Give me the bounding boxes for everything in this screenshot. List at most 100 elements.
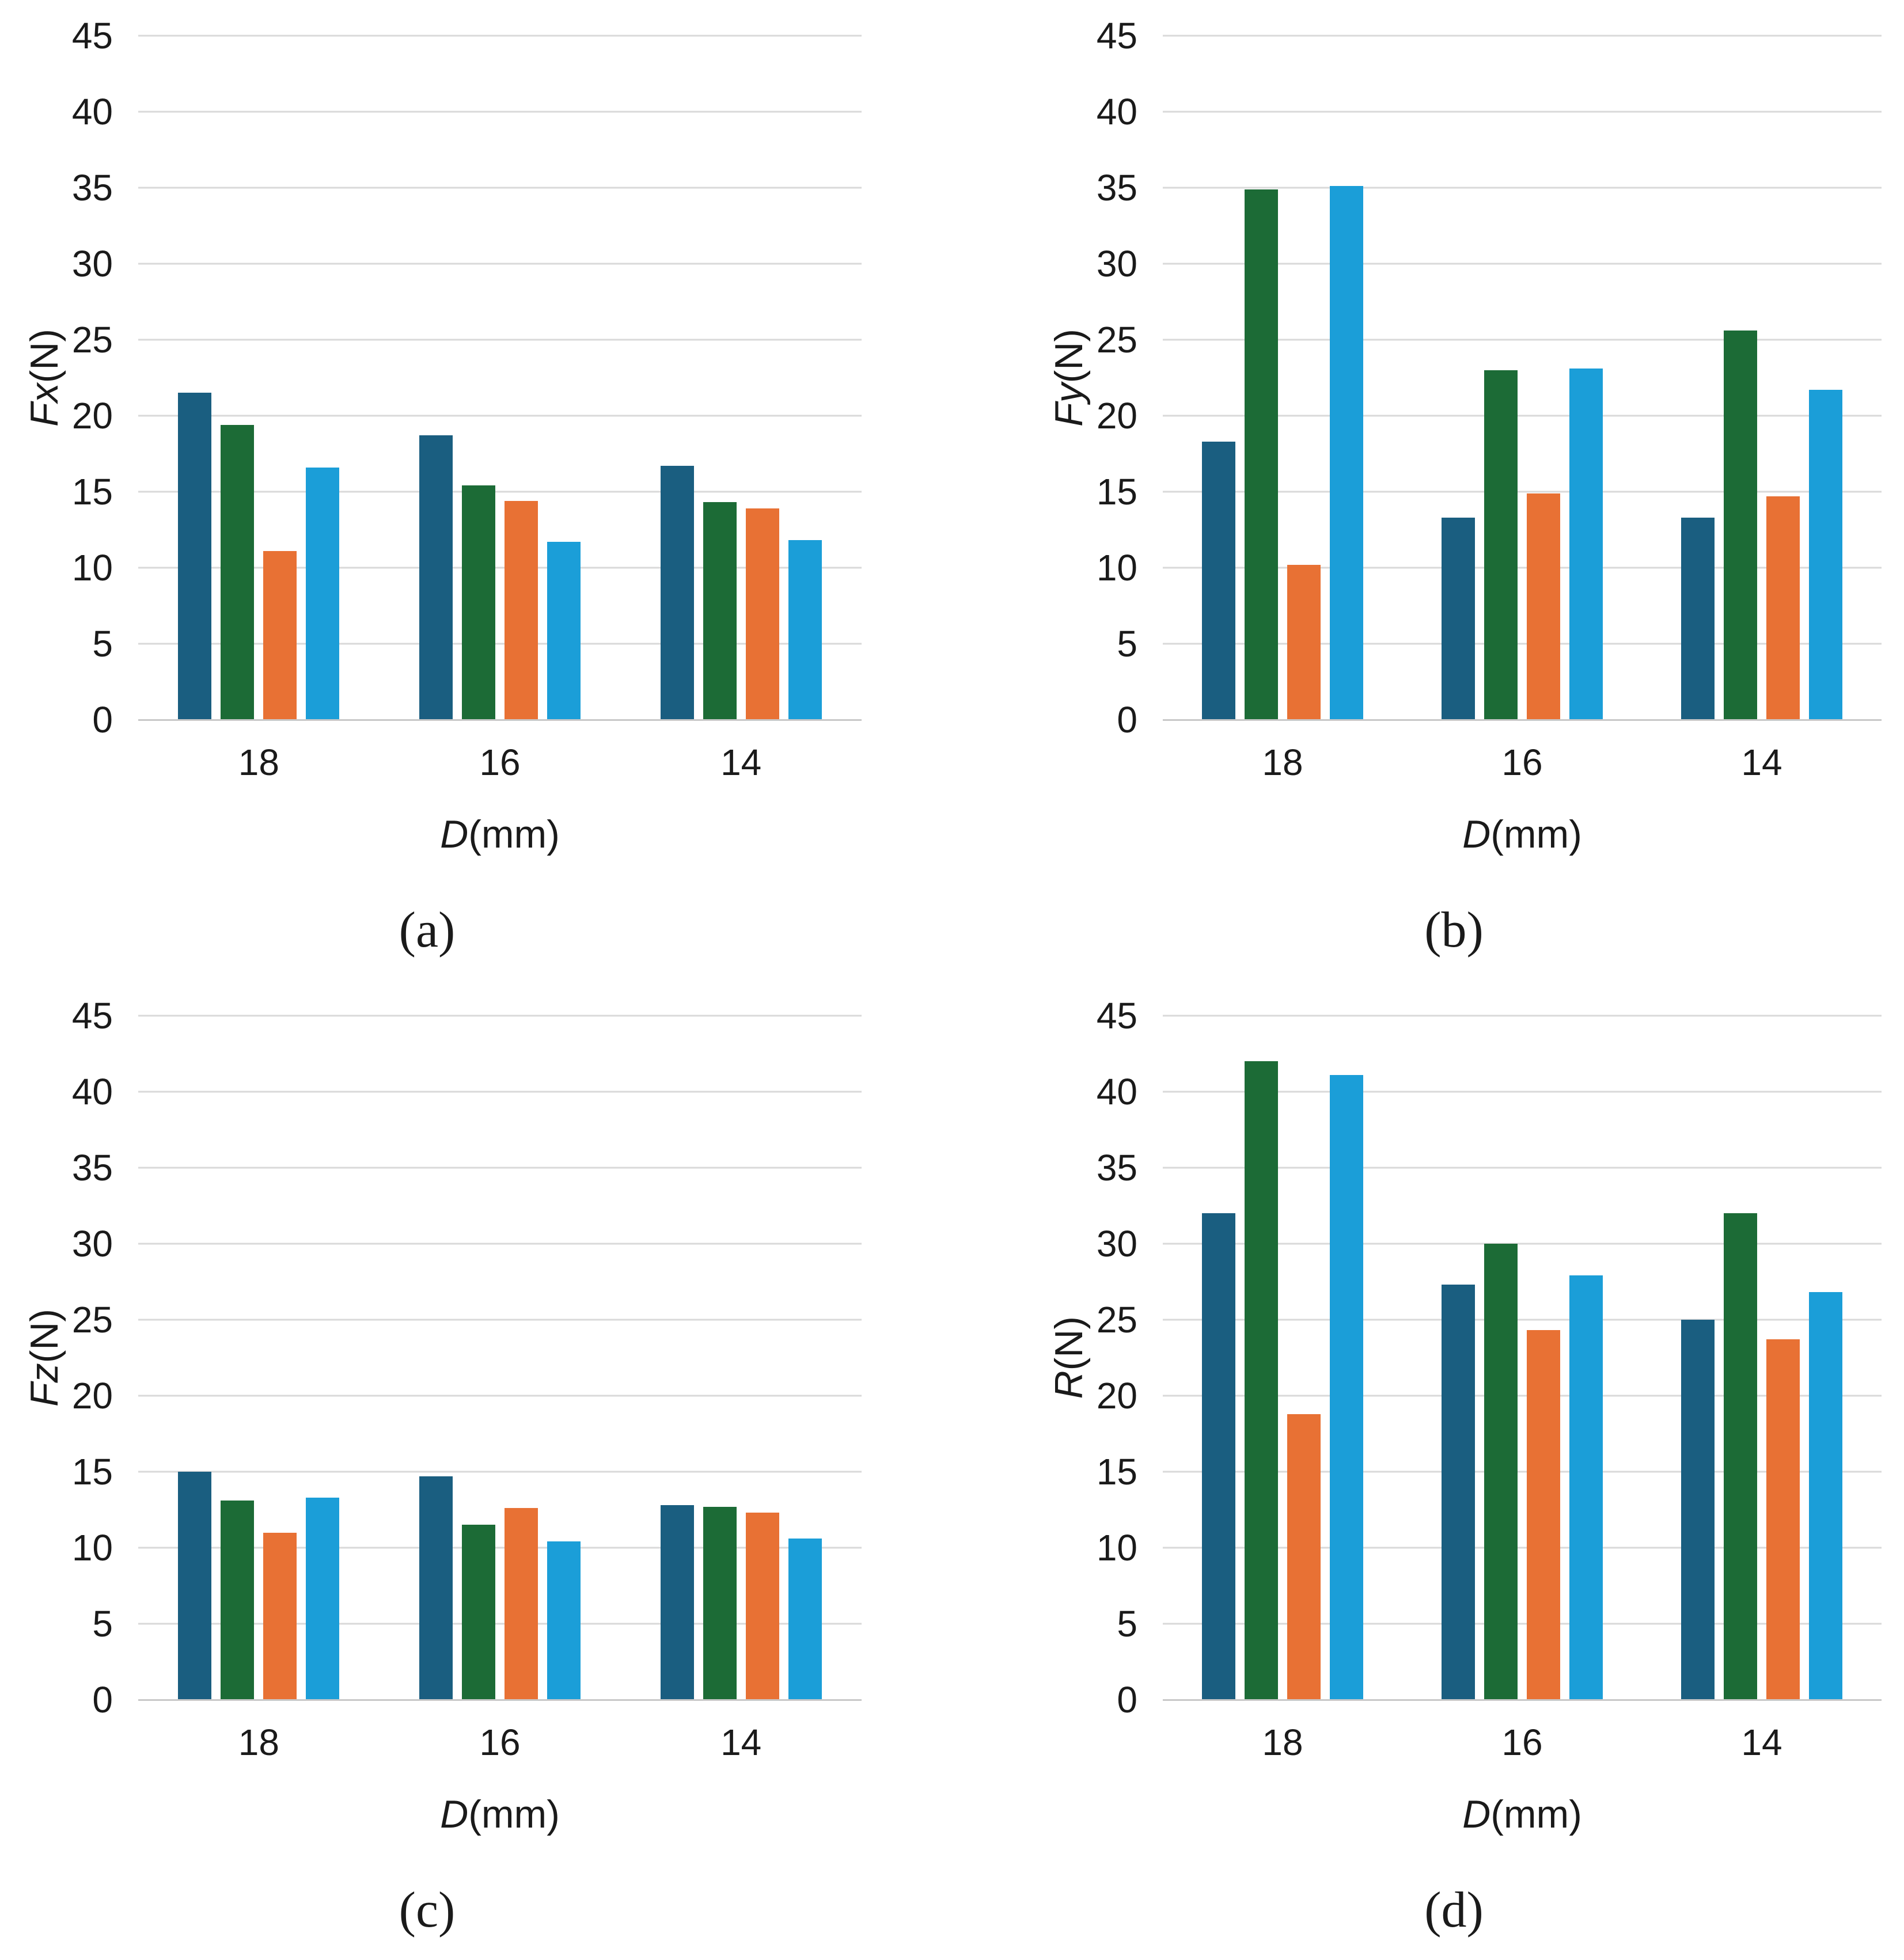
y-tick-label: 10 [1096, 1527, 1137, 1569]
y-tick-label: 25 [1096, 319, 1137, 360]
x-category-labels: 18 16 14 [138, 1721, 862, 1764]
y-tick-label: 0 [1117, 1679, 1137, 1720]
y-tick-label: 20 [71, 1375, 113, 1417]
subfigure-caption: (d) [1424, 1882, 1484, 1938]
y-tick-label: 10 [1096, 547, 1137, 589]
x-category-label: 16 [1501, 742, 1543, 783]
bar-orange [1766, 496, 1800, 720]
x-category-label: 14 [1741, 742, 1782, 783]
y-tick-label: 0 [1117, 699, 1137, 740]
plot-area [138, 1015, 862, 1701]
bar-orange [1287, 564, 1321, 720]
subfigure-a: Fx(N) 0 5 10 15 20 25 30 35 40 45 18 16 14 D(mm) (a… [0, 0, 952, 980]
gridlines [138, 35, 862, 720]
bar-dark-blue [1681, 1320, 1715, 1700]
y-axis-ticks: 0 5 10 15 20 25 30 35 40 45 [0, 17, 138, 738]
bar-group-14 [620, 36, 862, 720]
y-tick-label: 20 [1096, 1375, 1137, 1417]
y-tick-label: 35 [1096, 167, 1137, 208]
bar-group-14 [1642, 1016, 1882, 1700]
y-tick-label: 30 [1096, 243, 1137, 284]
y-tick-label: 45 [1096, 15, 1137, 56]
bar-group-18 [1163, 1016, 1402, 1700]
bar-green [1724, 331, 1757, 720]
x-category-label: 18 [238, 742, 279, 783]
bar-dark-blue [178, 1472, 212, 1700]
y-tick-label: 20 [1096, 395, 1137, 437]
bar-groups [138, 36, 862, 720]
gridline [138, 339, 862, 341]
bar-group-14 [620, 1016, 862, 1700]
bar-group-16 [1402, 36, 1642, 720]
gridline [138, 1623, 862, 1625]
y-tick-label: 5 [1117, 623, 1137, 665]
gridline [1163, 263, 1882, 265]
gridline [1163, 1167, 1882, 1169]
bar-group-18 [138, 1016, 380, 1700]
bar-orange [1527, 1330, 1560, 1700]
gridline [138, 1547, 862, 1549]
gridline [1163, 1243, 1882, 1245]
bar-light-blue [306, 467, 340, 720]
y-tick-label: 25 [71, 319, 113, 360]
gridline [138, 491, 862, 493]
bar-group-16 [1402, 1016, 1642, 1700]
subfigure-d: R(N) 0 5 10 15 20 25 30 35 40 45 18 16 14 D(mm) (d) [952, 980, 1904, 1960]
x-category-label: 18 [1262, 1722, 1303, 1763]
x-axis-unit: (mm) [1490, 812, 1582, 856]
bar-light-blue [788, 540, 822, 720]
subfigure-caption: (a) [399, 902, 456, 958]
bar-light-blue [547, 1541, 581, 1700]
x-axis-title: D(mm) [138, 812, 862, 857]
gridline [138, 35, 862, 37]
bar-light-blue [1809, 390, 1842, 720]
y-tick-label: 40 [71, 1071, 113, 1113]
x-axis-symbol: D [440, 812, 469, 856]
bar-green [1484, 370, 1518, 720]
y-tick-label: 40 [71, 91, 113, 133]
bar-light-blue [547, 542, 581, 720]
x-axis-unit: (mm) [468, 812, 560, 856]
subfigure-caption: (c) [399, 1882, 456, 1938]
y-tick-label: 40 [1096, 1071, 1137, 1113]
x-axis-symbol: D [1462, 1792, 1491, 1836]
bar-group-18 [1163, 36, 1402, 720]
gridlines [138, 1015, 862, 1700]
gridline [138, 1395, 862, 1397]
gridline [138, 1319, 862, 1321]
gridline [1163, 491, 1882, 493]
gridline [138, 1015, 862, 1017]
y-tick-label: 35 [1096, 1147, 1137, 1188]
y-tick-label: 40 [1096, 91, 1137, 133]
x-axis-symbol: D [440, 1792, 469, 1836]
gridline [1163, 35, 1882, 37]
bar-orange [263, 550, 297, 720]
x-category-labels: 18 16 14 [1163, 741, 1882, 784]
y-tick-label: 20 [71, 395, 113, 437]
gridline [138, 111, 862, 113]
gridline [138, 1471, 862, 1473]
x-axis-title: D(mm) [1163, 1792, 1882, 1837]
gridlines [1163, 1015, 1882, 1700]
bar-green [462, 1525, 495, 1700]
y-tick-label: 0 [92, 1679, 113, 1720]
gridline [1163, 1395, 1882, 1397]
gridline [1163, 339, 1882, 341]
x-axis-symbol: D [1462, 812, 1491, 856]
y-tick-label: 15 [1096, 1451, 1137, 1492]
x-axis-unit: (mm) [1490, 1792, 1582, 1836]
x-category-labels: 18 16 14 [138, 741, 862, 784]
x-axis-title: D(mm) [138, 1792, 862, 1837]
bar-dark-blue [1202, 1213, 1235, 1700]
bar-groups [1163, 36, 1882, 720]
y-tick-label: 5 [1117, 1603, 1137, 1645]
gridline [1163, 1471, 1882, 1473]
gridline [138, 1091, 862, 1093]
bar-dark-blue [660, 1505, 694, 1700]
subfigure-caption: (b) [1424, 902, 1484, 958]
bar-orange [1766, 1339, 1800, 1700]
bar-dark-blue [1442, 1285, 1475, 1700]
bar-dark-blue [178, 393, 212, 720]
y-tick-label: 35 [71, 1147, 113, 1188]
gridline [1163, 1319, 1882, 1321]
